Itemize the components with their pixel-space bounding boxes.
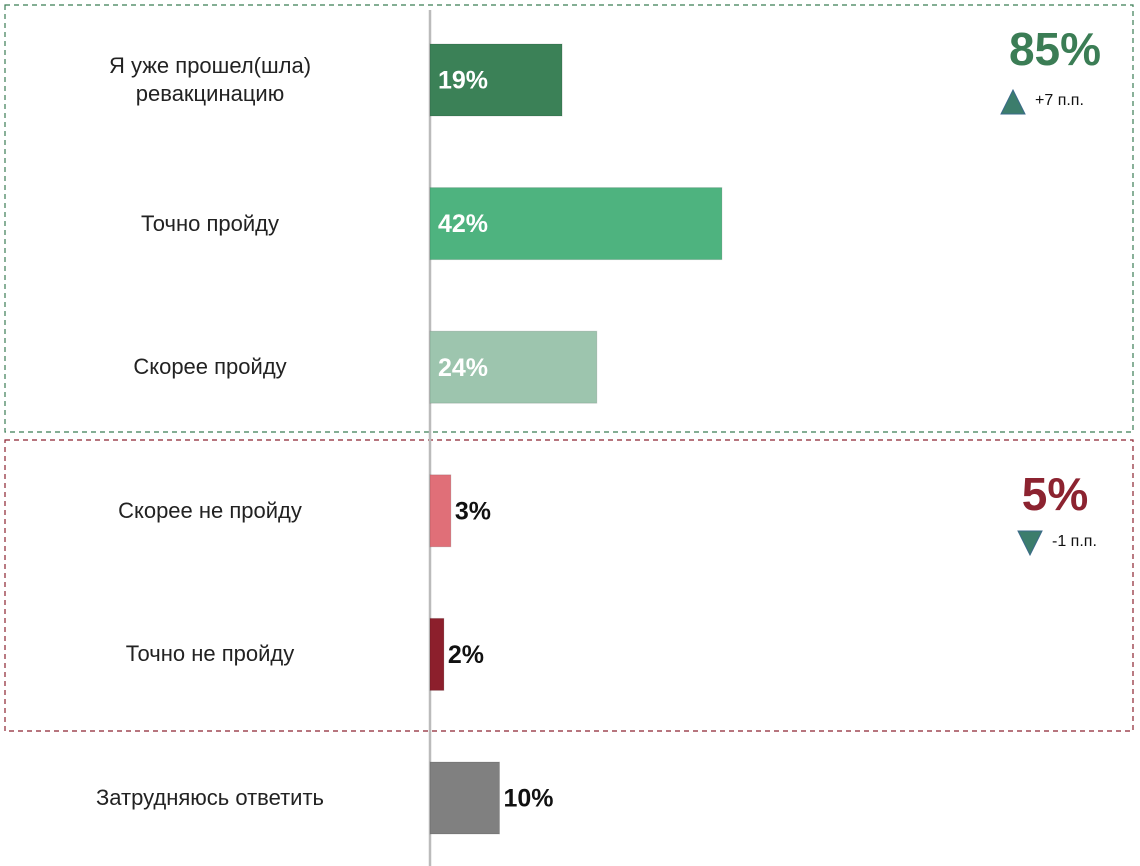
summary-value: 5% bbox=[1021, 468, 1089, 520]
value-label: 42% bbox=[438, 210, 488, 238]
bar bbox=[429, 474, 452, 548]
bar bbox=[429, 43, 563, 117]
trend-arrow bbox=[1000, 88, 1026, 115]
summary-value: 85% bbox=[1008, 23, 1102, 75]
change-label: -1 п.п. bbox=[1052, 533, 1097, 550]
bar bbox=[429, 187, 723, 261]
value-label: 24% bbox=[438, 354, 488, 382]
value-label: 10% bbox=[504, 785, 554, 813]
category-label: Я уже прошел(шла) ревакцинацию bbox=[108, 53, 312, 106]
value-label: 19% bbox=[438, 67, 488, 95]
category-label: Скорее пройду bbox=[133, 354, 287, 380]
negative-box bbox=[4, 439, 1134, 732]
category-label: Затрудняюсь ответить bbox=[95, 785, 325, 810]
value-label: 3% bbox=[455, 497, 491, 525]
category-label: Точно пройду bbox=[141, 210, 279, 236]
bar bbox=[429, 330, 598, 404]
bar bbox=[429, 761, 500, 835]
value-label: 2% bbox=[448, 641, 484, 669]
category-label: Точно не пройду bbox=[125, 641, 295, 667]
trend-arrow bbox=[1017, 530, 1043, 557]
bar bbox=[429, 617, 445, 691]
positive-box bbox=[4, 4, 1134, 433]
category-label: Скорее не пройду bbox=[118, 497, 302, 523]
change-label: +7 п.п. bbox=[1035, 92, 1084, 109]
